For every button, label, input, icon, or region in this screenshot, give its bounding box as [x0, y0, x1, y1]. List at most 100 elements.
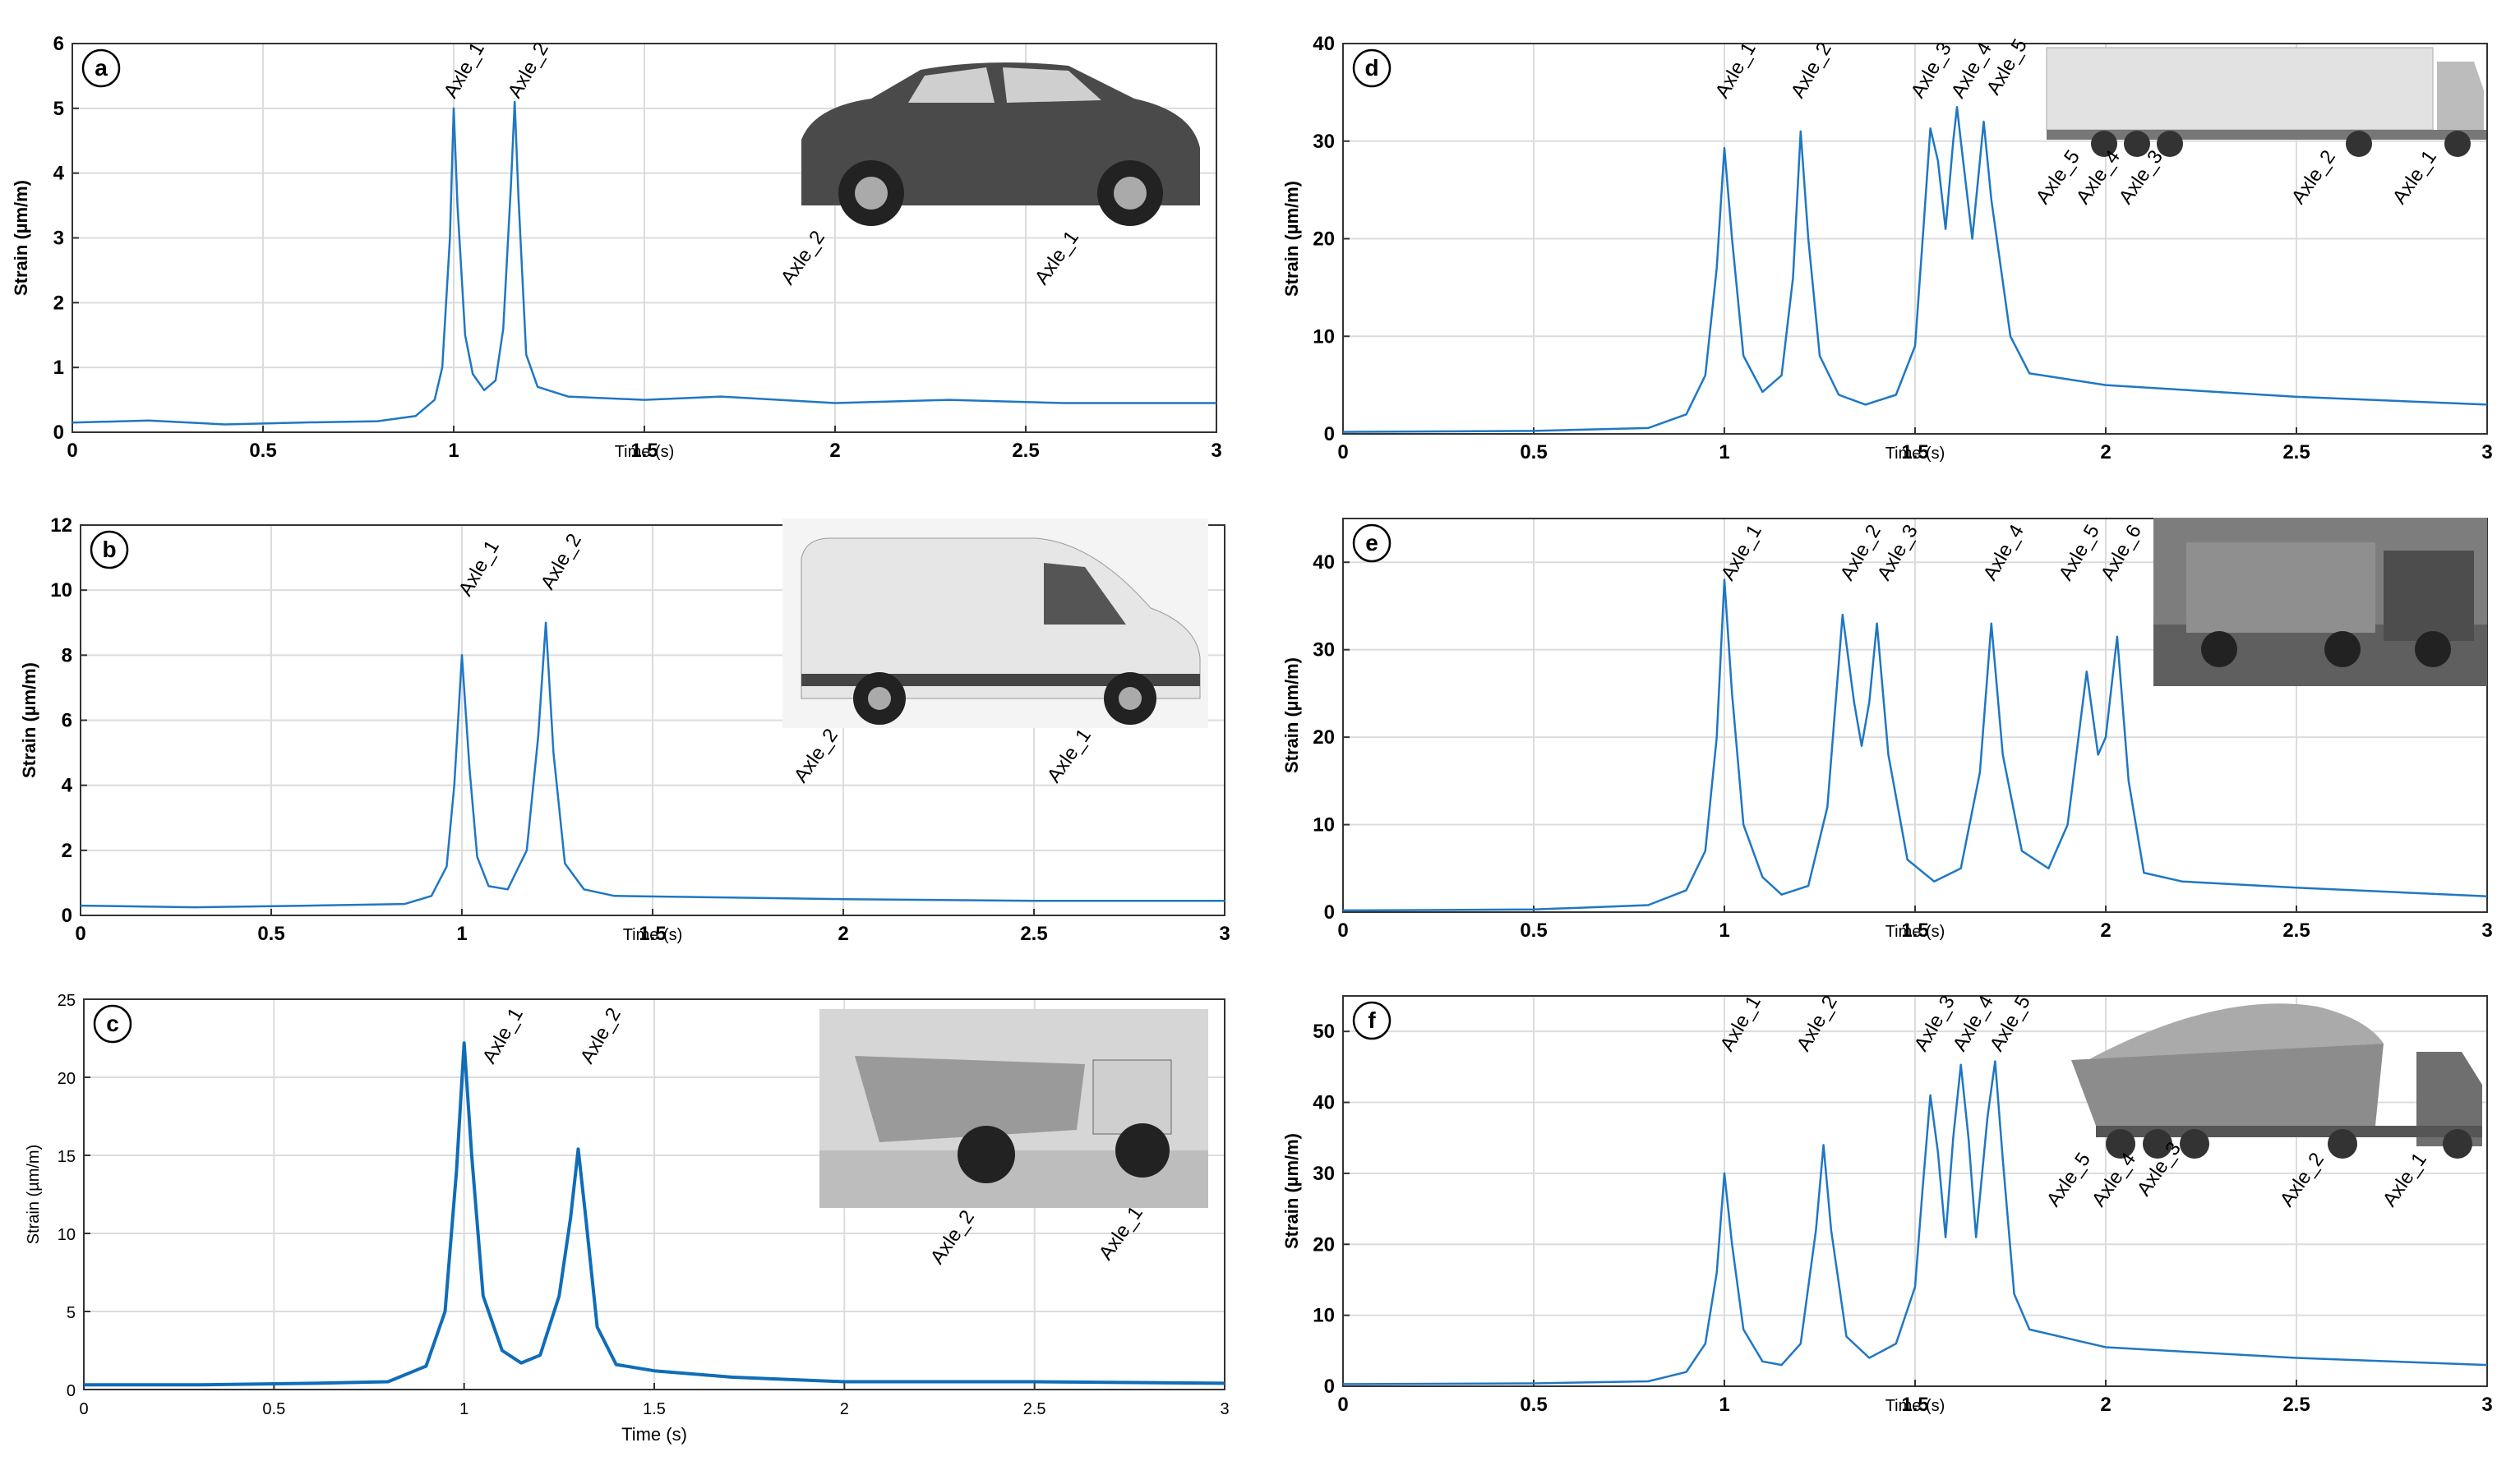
x-tick-label: 3 — [2481, 1394, 2492, 1416]
x-tick-label: 1 — [1719, 920, 1729, 942]
strain-line — [1342, 105, 2488, 433]
x-tick-label: 1 — [459, 1400, 468, 1418]
x-tick-label: 0.5 — [257, 923, 284, 945]
y-tick-label: 6 — [62, 710, 72, 732]
panel-badge — [1352, 523, 1392, 563]
y-tick-label: 10 — [50, 579, 72, 602]
panel-badge — [1352, 48, 1392, 88]
x-axis-label: Time (s) — [615, 443, 675, 461]
panel-badge — [90, 530, 129, 569]
y-axis-label: Strain (µm/m) — [11, 180, 31, 296]
van-image — [782, 519, 1208, 728]
y-tick-label: 30 — [1313, 131, 1335, 153]
x-tick-label: 2 — [2100, 441, 2111, 463]
y-tick-label: 5 — [53, 98, 64, 120]
x-tick-label: 0.5 — [1520, 920, 1547, 942]
y-tick-label: 0 — [67, 1382, 76, 1400]
y-tick-label: 10 — [1313, 325, 1335, 348]
y-tick-label: 8 — [62, 644, 72, 666]
y-tick-label: 20 — [58, 1070, 76, 1088]
x-tick-label: 2 — [2100, 1394, 2111, 1416]
panel-badge — [93, 1004, 132, 1044]
x-tick-label: 1 — [456, 923, 467, 945]
strain-line — [84, 1041, 1225, 1387]
panel-label: c — [106, 1011, 119, 1036]
x-tick-label: 2.5 — [2282, 441, 2310, 463]
y-axis-label: Strain (µm/m) — [1281, 1133, 1302, 1249]
y-tick-label: 20 — [1313, 228, 1335, 251]
x-axis-label: Time (s) — [621, 1424, 687, 1445]
x-axis-label: Time (s) — [1885, 923, 1945, 941]
x-tick-label: 3 — [1220, 1400, 1229, 1418]
x-tick-label: 2.5 — [1020, 923, 1047, 945]
plot-frame — [83, 998, 1225, 1390]
y-tick-label: 1 — [53, 357, 64, 379]
x-tick-label: 2.5 — [2282, 920, 2310, 942]
y-tick-label: 40 — [1313, 1092, 1335, 1114]
x-tick-label: 1 — [448, 440, 459, 462]
x-axis-label: Time (s) — [1885, 1397, 1945, 1415]
plot-frame — [1342, 995, 2488, 1387]
y-tick-label: 2 — [53, 292, 64, 314]
y-tick-label: 10 — [1313, 1305, 1335, 1327]
panel-label: a — [95, 55, 108, 81]
y-tick-label: 0 — [1324, 1376, 1335, 1398]
y-tick-label: 30 — [1313, 1163, 1335, 1185]
y-axis-label: Strain (µm/m) — [19, 662, 39, 778]
panel-label: f — [1368, 1007, 1376, 1033]
x-tick-label: 2.5 — [1023, 1400, 1046, 1418]
x-tick-label: 1 — [1719, 1394, 1729, 1416]
x-tick-label: 2 — [829, 440, 840, 462]
y-tick-label: 50 — [1313, 1021, 1335, 1043]
plot-frame — [1342, 43, 2488, 435]
strain-line — [72, 100, 1216, 426]
x-tick-label: 0.5 — [1520, 441, 1547, 463]
x-tick-label: 1.5 — [639, 923, 666, 945]
y-tick-label: 20 — [1313, 1233, 1335, 1256]
y-tick-label: 30 — [1313, 639, 1335, 661]
y-tick-label: 5 — [67, 1304, 76, 1322]
y-tick-label: 12 — [50, 514, 72, 537]
x-tick-label: 0 — [67, 440, 77, 462]
y-tick-label: 0 — [53, 422, 64, 444]
x-tick-label: 2.5 — [1012, 440, 1039, 462]
y-axis-label: Strain (µm/m) — [1281, 181, 1302, 297]
y-tick-label: 25 — [58, 992, 76, 1010]
y-tick-label: 4 — [53, 163, 65, 185]
x-tick-label: 1.5 — [643, 1400, 666, 1418]
x-tick-label: 2 — [838, 923, 848, 945]
strain-line — [1342, 1060, 2488, 1385]
plot-frame — [80, 524, 1225, 916]
strain-line — [80, 621, 1225, 909]
strain-line — [1342, 578, 2488, 912]
car-image — [801, 62, 1200, 226]
plot-frame — [72, 43, 1217, 433]
y-tick-label: 3 — [53, 228, 64, 250]
y-axis-label: Strain (µm/m) — [25, 1145, 43, 1245]
x-tick-label: 0.5 — [1520, 1394, 1547, 1416]
x-tick-label: 3 — [2481, 920, 2492, 942]
y-tick-label: 10 — [1313, 814, 1335, 837]
x-tick-label: 0 — [79, 1400, 88, 1418]
x-tick-label: 1.5 — [1901, 1394, 1928, 1416]
panel-badge — [1352, 1001, 1392, 1040]
y-tick-label: 0 — [1324, 423, 1335, 445]
y-tick-label: 0 — [1324, 901, 1335, 924]
x-tick-label: 3 — [2481, 441, 2492, 463]
dump-truck-photo — [819, 1009, 1208, 1208]
log-truck-photo — [2153, 518, 2487, 686]
x-tick-label: 1.5 — [630, 440, 658, 462]
y-tick-label: 6 — [53, 33, 64, 55]
x-tick-label: 1 — [1719, 441, 1729, 463]
panel-label: e — [1365, 530, 1378, 555]
y-tick-label: 40 — [1313, 33, 1335, 55]
x-tick-label: 0 — [1337, 441, 1348, 463]
x-tick-label: 1.5 — [1901, 441, 1928, 463]
x-tick-label: 2 — [2100, 920, 2111, 942]
panel-label: b — [102, 537, 116, 562]
x-tick-label: 0.5 — [249, 440, 276, 462]
x-tick-label: 0 — [75, 923, 85, 945]
y-axis-label: Strain (µm/m) — [1281, 657, 1302, 773]
x-axis-label: Time (s) — [623, 926, 683, 944]
